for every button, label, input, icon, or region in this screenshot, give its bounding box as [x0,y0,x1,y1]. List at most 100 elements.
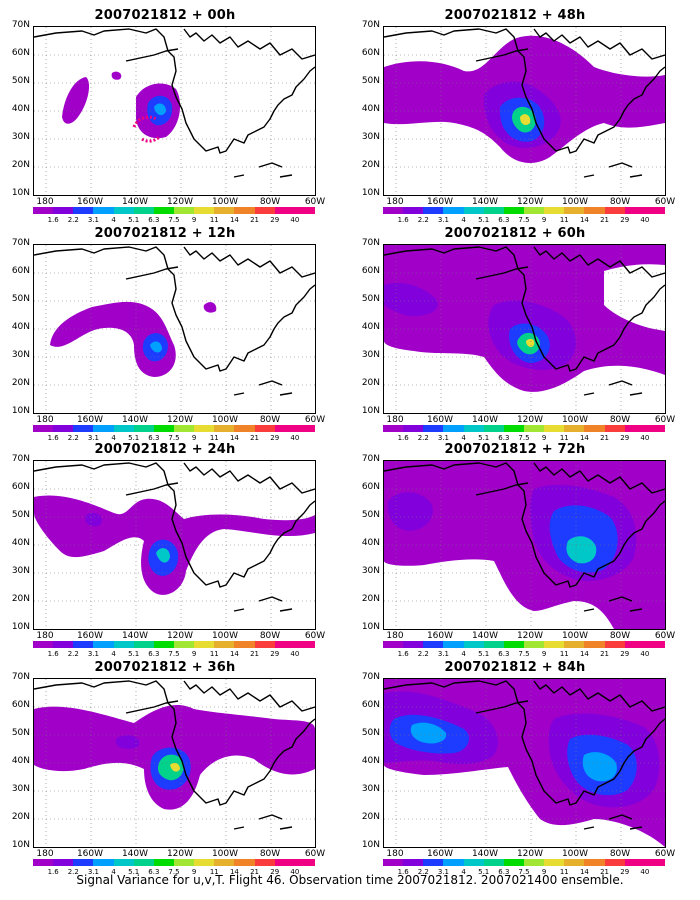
lat-tick-label: 40N [11,104,30,114]
colorbar [383,207,665,214]
colorbar-label: 6.3 [148,650,160,658]
coastline [183,680,315,712]
colorbar-swatch [604,207,625,214]
lat-tick-label: 40N [11,756,30,766]
colorbar-label: 6.3 [498,216,510,224]
colorbar-label: 1.6 [47,868,59,876]
colorbar-swatch [214,641,235,648]
lon-tick-label: 140W [471,849,499,859]
colorbar-label: 1.6 [47,650,59,658]
colorbar-swatch [383,641,404,648]
lon-tick-label: 80W [609,849,631,859]
coastline [384,28,665,154]
coastline [475,266,529,280]
colorbar-label: 40 [640,868,650,876]
colorbar-swatch [644,425,665,432]
colorbar-swatch [33,641,54,648]
colorbar-swatch [523,641,545,648]
colorbar-swatch [173,859,195,866]
lon-tick-label: 180 [36,415,54,425]
lon-tick-label: 180 [386,415,404,425]
lon-tick-label: 140W [121,197,149,207]
colorbar-swatch [544,207,565,214]
lat-tick-label: 50N [11,510,30,520]
colorbar-swatch [463,641,484,648]
colorbar-label: 14 [579,434,589,442]
colorbar-label: 29 [270,434,280,442]
coastline [34,462,315,588]
colorbar-label: 21 [600,434,610,442]
panel-title: 2007021812 + 60h [444,226,586,241]
coastline [183,462,315,494]
colorbar-label: 21 [250,434,260,442]
colorbar-swatch [33,207,54,214]
coastline [583,596,643,612]
coastline [583,162,643,178]
panel-title: 2007021812 + 00h [94,8,236,23]
variance-contour [566,536,597,564]
colorbar-label: 7.5 [168,868,180,876]
colorbar-swatch [644,859,665,866]
coastline [34,246,315,372]
variance-contour [384,282,438,317]
colorbar-swatch [443,859,464,866]
colorbar-label: 4 [461,650,466,658]
variance-contour [526,338,535,348]
colorbar-label: 4 [461,216,466,224]
coastline [533,462,665,494]
lat-tick-label: 50N [11,76,30,86]
map-panel-48h: 2007021812 + 48h 70N 60N 50N 40N 30N 20N 10N 180… [350,8,680,224]
coastline [125,48,179,62]
lon-tick-label: 80W [259,849,281,859]
colorbar-swatch [463,207,484,214]
lat-tick-label: 70N [11,238,30,248]
colorbar-swatch [234,207,255,214]
colorbar-label: 14 [229,650,239,658]
variance-contour [203,302,217,313]
colorbar-label: 11 [559,868,569,876]
lat-tick-label: 30N [11,132,30,142]
lat-tick-label: 40N [361,756,380,766]
colorbar-swatch [523,859,545,866]
variance-contour [170,762,180,772]
colorbar-label: 14 [579,868,589,876]
lon-tick-label: 80W [259,415,281,425]
variance-contour [582,752,617,782]
map-svg [34,679,315,847]
lon-tick-label: 160W [426,197,454,207]
lon-tick-label: 160W [76,415,104,425]
colorbar-swatch [194,641,215,648]
colorbar-label: 29 [620,216,630,224]
colorbar-swatch [624,207,645,214]
colorbar-swatch [423,859,444,866]
colorbar-label: 9 [541,868,547,876]
colorbar-swatch [254,859,275,866]
lat-tick-label: 50N [11,294,30,304]
colorbar-swatch [53,859,74,866]
map-svg [384,679,665,847]
panel-title: 2007021812 + 36h [94,660,236,675]
colorbar-swatch [194,425,215,432]
lon-tick-label: 120W [166,849,194,859]
colorbar-label: 11 [559,216,569,224]
colorbar-label: 9 [191,868,197,876]
colorbar-label: 3.1 [437,650,449,658]
colorbar-swatch [564,641,585,648]
lat-tick-label: 50N [361,728,380,738]
colorbar-label: 40 [640,650,650,658]
colorbar-swatch [113,425,134,432]
colorbar-label: 9 [191,216,197,224]
lat-tick-label: 30N [11,350,30,360]
lon-tick-label: 140W [121,849,149,859]
colorbar-swatch [624,641,645,648]
colorbar-label: 3.1 [87,650,99,658]
map-area [383,460,666,630]
colorbar-label: 14 [229,434,239,442]
figure-caption: Signal Variance for u,v,T. Flight 46. Ob… [76,873,624,887]
colorbar-swatch [644,207,665,214]
colorbar-label: 3.1 [87,216,99,224]
colorbar-swatch [443,641,464,648]
lat-tick-label: 10N [11,840,30,850]
map-svg [384,27,665,195]
lat-tick-label: 20N [361,160,380,170]
